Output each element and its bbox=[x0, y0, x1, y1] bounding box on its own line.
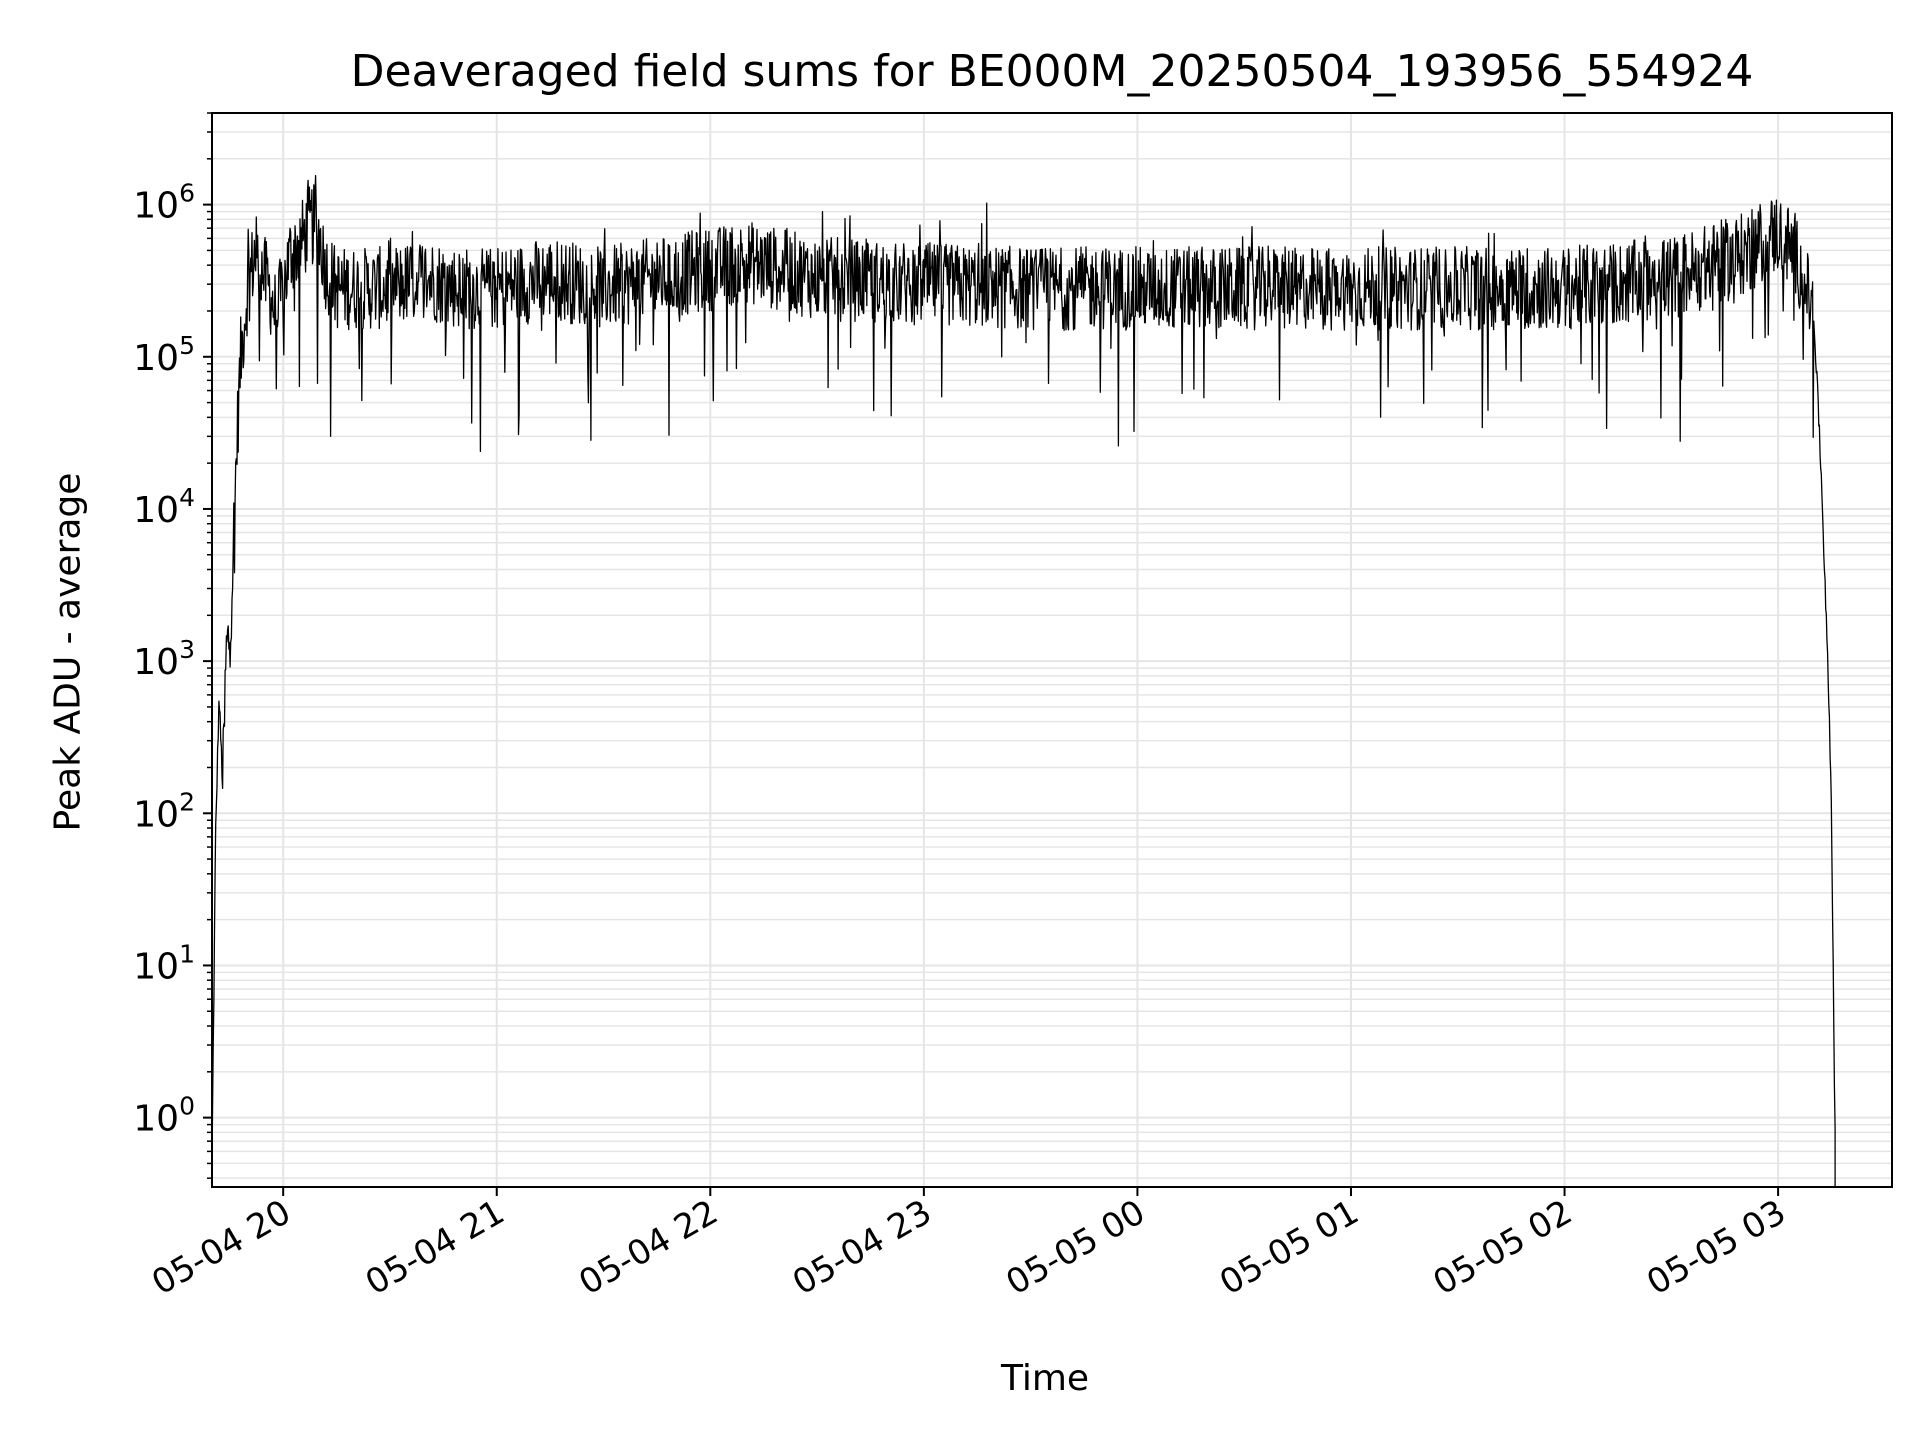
series-group bbox=[211, 174, 1836, 1187]
x-tick-label: 05-05 01 bbox=[1213, 1192, 1365, 1303]
y-axis-label: Peak ADU - average bbox=[47, 472, 89, 832]
chart-title: Deaveraged field sums for BE000M_2025050… bbox=[350, 46, 1754, 97]
x-tick-label: 05-05 02 bbox=[1427, 1192, 1579, 1303]
plot-frame bbox=[211, 112, 1893, 1188]
y-tick-label: 105 bbox=[133, 331, 195, 379]
x-axis-label: Time bbox=[1000, 1358, 1090, 1399]
y-axis: 100 101 102 103 104 105 106 bbox=[133, 112, 212, 1179]
x-tick-label: 05-04 23 bbox=[786, 1192, 938, 1303]
x-tick-label: 05-04 21 bbox=[359, 1192, 511, 1303]
y-tick-label: 103 bbox=[133, 635, 195, 683]
y-tick-label: 106 bbox=[133, 179, 195, 227]
y-tick-label: 104 bbox=[133, 483, 195, 531]
y-tick-label: 100 bbox=[133, 1092, 195, 1140]
y-tick-label: 101 bbox=[133, 939, 195, 987]
y-tick-label: 102 bbox=[133, 787, 195, 835]
x-tick-label: 05-05 03 bbox=[1640, 1192, 1792, 1303]
x-axis: 05-04 20 05-04 21 05-04 22 05-04 23 05-05 00… bbox=[145, 1187, 1793, 1303]
x-tick-label: 05-05 00 bbox=[1000, 1192, 1152, 1303]
x-tick-label: 05-04 22 bbox=[572, 1192, 724, 1303]
series-line bbox=[211, 174, 1836, 1187]
x-tick-label: 05-04 20 bbox=[145, 1192, 297, 1303]
